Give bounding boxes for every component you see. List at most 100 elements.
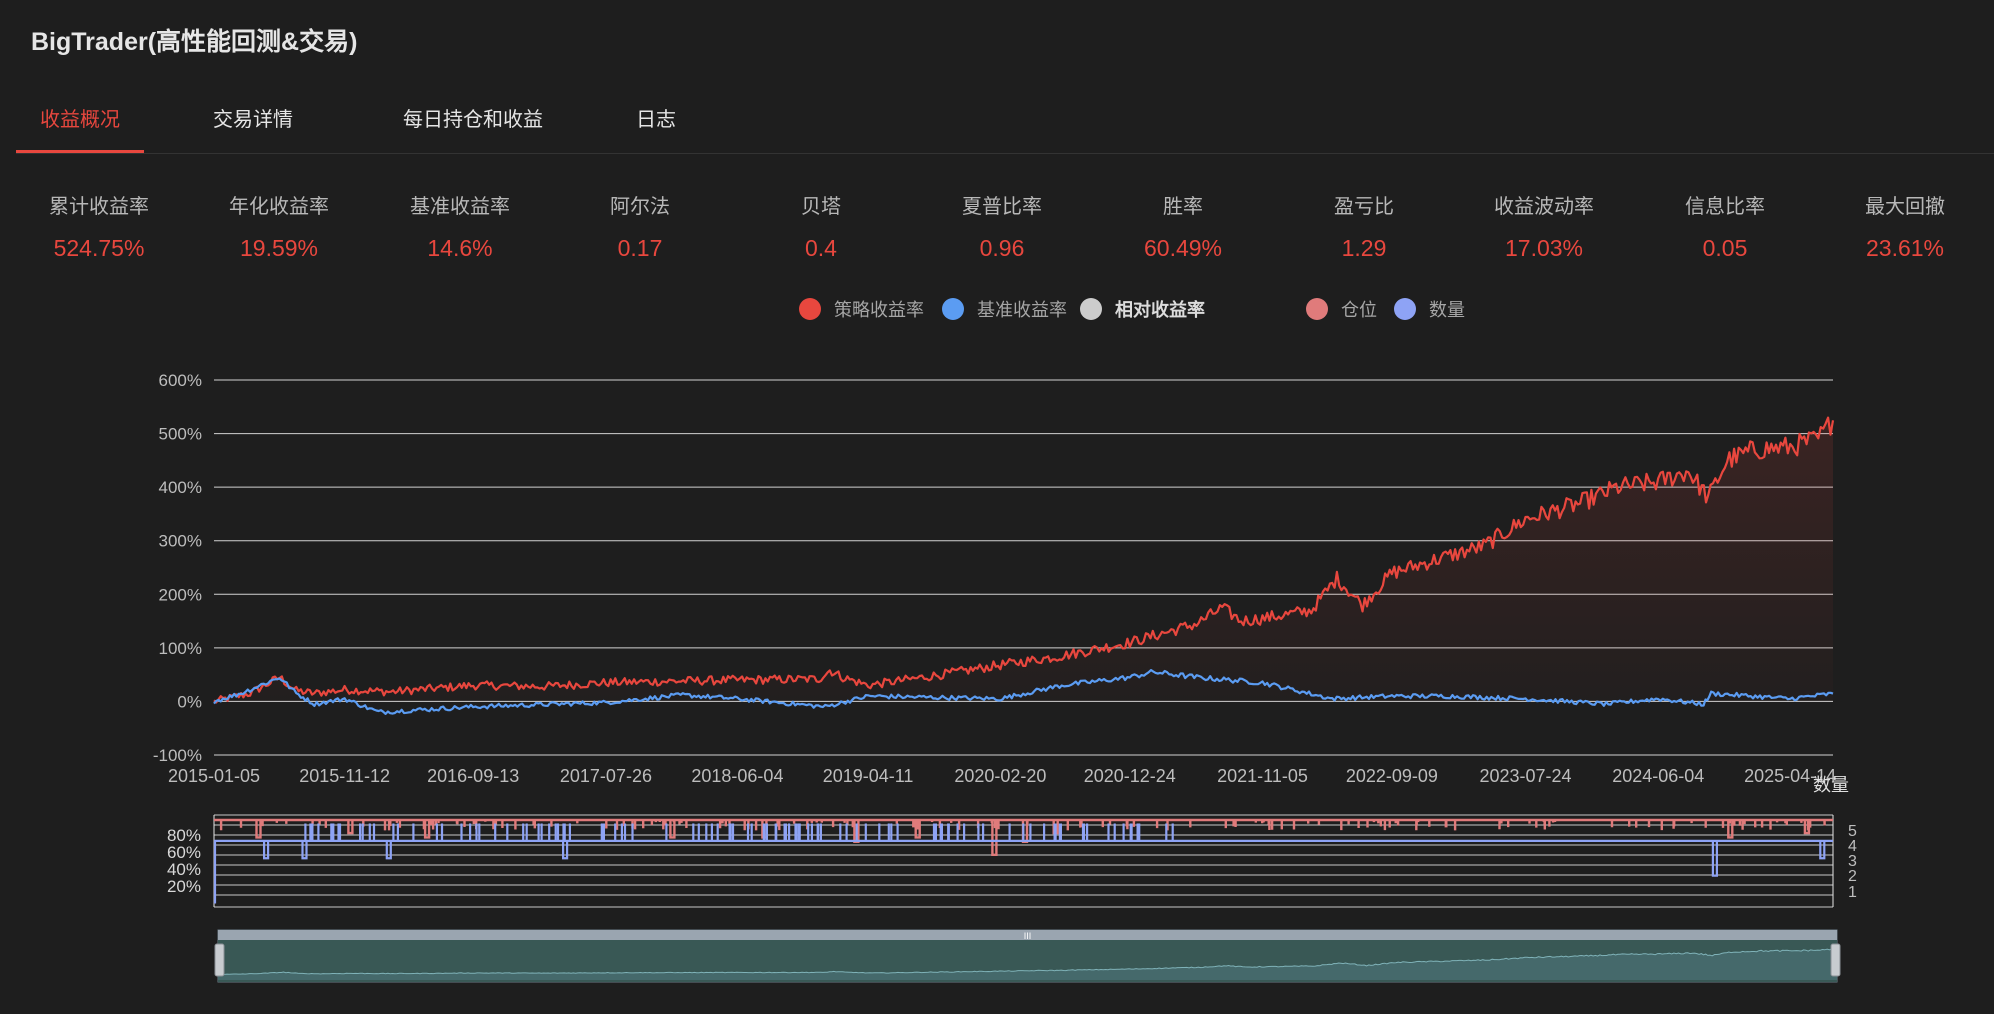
metric-value: 0.05 bbox=[1702, 235, 1748, 261]
sub-right-axis-label: 1 bbox=[1848, 884, 1857, 901]
sub-left-axis-label: 80% bbox=[167, 826, 201, 845]
y-tick-label: 200% bbox=[159, 585, 202, 604]
main-series bbox=[213, 416, 1835, 715]
x-tick-label: 2025-04-14 bbox=[1744, 766, 1836, 786]
metric-volatility: 收益波动率 17.03% bbox=[1454, 190, 1634, 263]
metric-label: 最大回撤 bbox=[1865, 196, 1945, 218]
y-tick-label: 500% bbox=[159, 425, 202, 444]
sub-left-axis-label: 20% bbox=[167, 877, 201, 896]
zoom-preview-line bbox=[217, 947, 1838, 976]
y-tick-label: -100% bbox=[153, 746, 202, 765]
series-line-quantity bbox=[213, 823, 1833, 904]
metric-label: 盈亏比 bbox=[1334, 196, 1394, 218]
legend-marker bbox=[1306, 298, 1328, 320]
x-tick-label: 2024-06-04 bbox=[1612, 766, 1704, 786]
x-tick-label: 2022-09-09 bbox=[1346, 766, 1438, 786]
sub-right-axis-label: 2 bbox=[1848, 868, 1857, 885]
tab-overview[interactable]: 收益概况 bbox=[16, 96, 144, 153]
sub-right-axis-label: 5 bbox=[1848, 823, 1857, 840]
legend-item-1[interactable]: 基准收益率 bbox=[942, 298, 1067, 320]
y-tick-label: 0% bbox=[177, 692, 202, 711]
chart-legend: 策略收益率 基准收益率 相对收益率 仓位 数量 bbox=[799, 298, 1465, 320]
legend-item-2[interactable]: 相对收益率 bbox=[1080, 298, 1205, 320]
app-title: BigTrader(高性能回测&交易) bbox=[31, 28, 358, 56]
metric-label: 阿尔法 bbox=[610, 196, 670, 218]
metric-label: 信息比率 bbox=[1685, 196, 1765, 218]
x-tick-label: 2017-07-26 bbox=[560, 766, 652, 786]
legend-item-3[interactable]: 仓位 bbox=[1306, 298, 1377, 320]
metric-value: 60.49% bbox=[1143, 235, 1222, 261]
metric-label: 贝塔 bbox=[801, 196, 841, 218]
data-zoom-slider[interactable]: III bbox=[214, 929, 1841, 983]
metric-max-drawdown: 最大回撤 23.61% bbox=[1815, 190, 1994, 263]
y-tick-label: 100% bbox=[159, 639, 202, 658]
zoom-left-handle[interactable] bbox=[214, 943, 225, 977]
legend-label: 仓位 bbox=[1341, 300, 1377, 320]
main-grid: -100% 0% 100% 200% 300% 400% 500% 600% 2015-01-0… bbox=[153, 371, 1836, 786]
zoom-right-handle[interactable] bbox=[1830, 943, 1841, 977]
metric-win-rate: 胜率 60.49% bbox=[1093, 190, 1273, 263]
metric-value: 524.75% bbox=[53, 235, 145, 261]
legend-label: 相对收益率 bbox=[1115, 299, 1205, 320]
metric-label: 年化收益率 bbox=[229, 196, 329, 218]
x-tick-label: 2019-04-11 bbox=[823, 766, 914, 786]
metric-annual-return: 年化收益率 19.59% bbox=[189, 190, 369, 263]
series-line-position bbox=[214, 818, 1833, 856]
metric-value: 1.29 bbox=[1341, 235, 1387, 261]
metric-alpha: 阿尔法 0.17 bbox=[550, 190, 730, 263]
tab-trade-details[interactable]: 交易详情 bbox=[213, 109, 293, 131]
tab-daily-positions[interactable]: 每日持仓和收益 bbox=[403, 109, 543, 131]
legend-label: 策略收益率 bbox=[834, 300, 924, 320]
metric-value: 17.03% bbox=[1504, 235, 1583, 261]
tab-log[interactable]: 日志 bbox=[636, 109, 676, 131]
legend-marker bbox=[1394, 298, 1416, 320]
metric-value: 0.17 bbox=[617, 235, 663, 261]
y-tick-label: 400% bbox=[159, 478, 202, 497]
sub-right-axis-label: 4 bbox=[1848, 838, 1857, 855]
strategy-area bbox=[214, 417, 1833, 703]
x-tick-label: 2020-12-24 bbox=[1084, 766, 1176, 786]
metric-value: 14.6% bbox=[427, 235, 493, 261]
zoom-preview-area bbox=[218, 948, 1837, 980]
x-tick-label: 2016-09-13 bbox=[427, 766, 519, 786]
legend-item-4[interactable]: 数量 bbox=[1394, 298, 1465, 320]
sub-right-axis-label: 3 bbox=[1848, 853, 1857, 870]
y-tick-label: 600% bbox=[159, 371, 202, 390]
x-tick-label: 2018-06-04 bbox=[691, 766, 783, 786]
x-tick-label: 2023-07-24 bbox=[1479, 766, 1571, 786]
series-line-strategy bbox=[213, 416, 1835, 704]
legend-marker bbox=[799, 298, 821, 320]
metric-sharpe: 夏普比率 0.96 bbox=[912, 190, 1092, 263]
legend-marker bbox=[1080, 298, 1102, 320]
metric-value: 23.61% bbox=[1865, 235, 1944, 261]
metric-value: 19.59% bbox=[239, 235, 318, 261]
legend-label: 基准收益率 bbox=[977, 300, 1067, 320]
metric-profit-loss-ratio: 盈亏比 1.29 bbox=[1274, 190, 1454, 263]
metric-beta: 贝塔 0.4 bbox=[731, 190, 911, 263]
y-tick-label: 300% bbox=[159, 532, 202, 551]
sub-right-axis-title: 数量 bbox=[1813, 775, 1849, 795]
metric-value: 0.4 bbox=[805, 235, 837, 261]
x-tick-label: 2021-11-05 bbox=[1217, 766, 1308, 786]
series-line-benchmark bbox=[213, 669, 1834, 715]
x-tick-label: 2015-11-12 bbox=[299, 766, 390, 786]
legend-marker bbox=[942, 298, 964, 320]
zoom-drag-grip-icon[interactable]: III bbox=[1024, 931, 1032, 941]
metric-label: 基准收益率 bbox=[410, 196, 510, 218]
legend-item-0[interactable]: 策略收益率 bbox=[799, 298, 924, 320]
metrics-row: 累计收益率 524.75% 年化收益率 19.59% 基准收益率 14.6% 阿… bbox=[0, 190, 1994, 270]
tab-bar: 收益概况 交易详情 每日持仓和收益 日志 bbox=[16, 96, 1994, 154]
metric-label: 累计收益率 bbox=[49, 196, 149, 218]
metric-cumulative-return: 累计收益率 524.75% bbox=[9, 190, 189, 263]
sub-left-axis-label: 60% bbox=[167, 843, 201, 862]
zoom-top-bar[interactable] bbox=[218, 930, 1837, 940]
x-tick-label: 2020-02-20 bbox=[954, 766, 1046, 786]
metric-label: 胜率 bbox=[1163, 196, 1203, 218]
metric-label: 收益波动率 bbox=[1494, 196, 1594, 218]
legend-label: 数量 bbox=[1429, 300, 1465, 320]
sub-left-axis-label: 40% bbox=[167, 860, 201, 879]
metric-information-ratio: 信息比率 0.05 bbox=[1635, 190, 1815, 263]
metric-value: 0.96 bbox=[979, 235, 1025, 261]
